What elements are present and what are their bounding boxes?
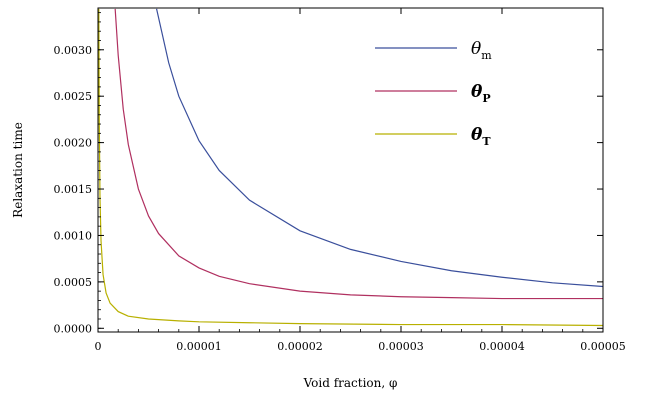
x-tick-label: 0.00004 (479, 340, 525, 353)
y-tick-label: 0.0000 (54, 322, 93, 335)
x-tick-label: 0.00003 (378, 340, 424, 353)
x-tick-label: 0.00001 (176, 340, 222, 353)
data-series-layer (98, 8, 603, 327)
y-tick-label: 0.0015 (54, 183, 93, 196)
series-line-t (98, 8, 603, 327)
legend-label: θT (471, 125, 491, 148)
x-tick-label: 0.00002 (277, 340, 323, 353)
legend-label: θm (471, 39, 492, 62)
y-tick-label: 0.0010 (54, 229, 93, 242)
y-axis-title: Relaxation time (11, 122, 25, 218)
x-tick-label: 0 (95, 340, 102, 353)
x-tick-label: 0.00005 (580, 340, 626, 353)
x-axis-title: Void fraction, φ (303, 376, 398, 390)
series-line-p (114, 8, 603, 300)
y-tick-label: 0.0005 (54, 276, 93, 289)
y-tick-label: 0.0030 (54, 44, 93, 57)
y-tick-label: 0.0020 (54, 137, 93, 150)
y-axis: 0.0000 0.0005 0.0010 0.0015 0.0020 0.0025 0.00… (54, 12, 603, 335)
x-axis: 0 0.00001 0.00002 0.00003 0.00004 0.00005 (95, 8, 626, 353)
legend-label: θP (471, 82, 491, 105)
plot-frame (97, 7, 604, 333)
y-tick-label: 0.0025 (54, 90, 93, 103)
legend: θm θP θT (375, 39, 492, 148)
series-line-m (155, 8, 603, 288)
